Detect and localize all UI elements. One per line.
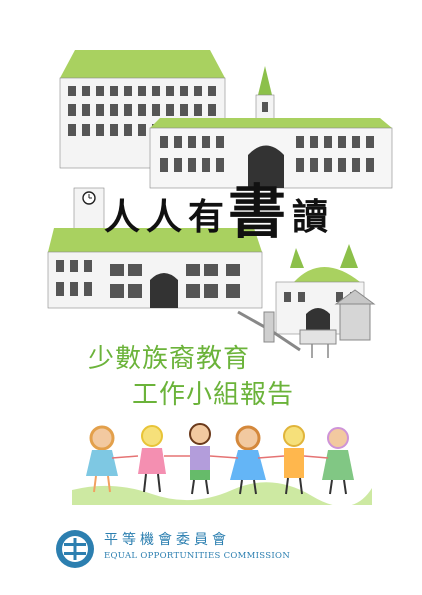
subtitle-line-2: 工作小組報告 xyxy=(132,380,295,410)
title-char-4: 書 xyxy=(228,178,287,246)
title-char-5: 讀 xyxy=(292,196,329,238)
child-figure-2 xyxy=(138,425,166,493)
title-char-3: 有 xyxy=(188,196,225,238)
organization-name-chinese: 平等機會委員會 xyxy=(104,532,230,548)
left-front-building xyxy=(47,187,263,309)
playground-illustration xyxy=(237,289,376,358)
child-figure-6 xyxy=(322,427,354,495)
subtitle-line-1: 少數族裔教育 xyxy=(88,344,251,374)
main-title: 人 人 有 書 讀 xyxy=(96,183,358,241)
child-figure-4 xyxy=(230,425,266,495)
child-figure-1 xyxy=(86,425,118,493)
title-char-1: 人 xyxy=(104,196,141,238)
child-figure-5 xyxy=(283,425,305,495)
right-wing-building xyxy=(149,118,393,189)
children-drawing-illustration xyxy=(72,423,372,505)
organization-name-english: EQUAL OPPORTUNITIES COMMISSION xyxy=(104,551,291,561)
eoc-logo xyxy=(56,530,94,568)
child-figure-3 xyxy=(189,423,211,495)
school-buildings-illustration xyxy=(47,50,393,358)
title-char-2: 人 xyxy=(146,196,183,238)
